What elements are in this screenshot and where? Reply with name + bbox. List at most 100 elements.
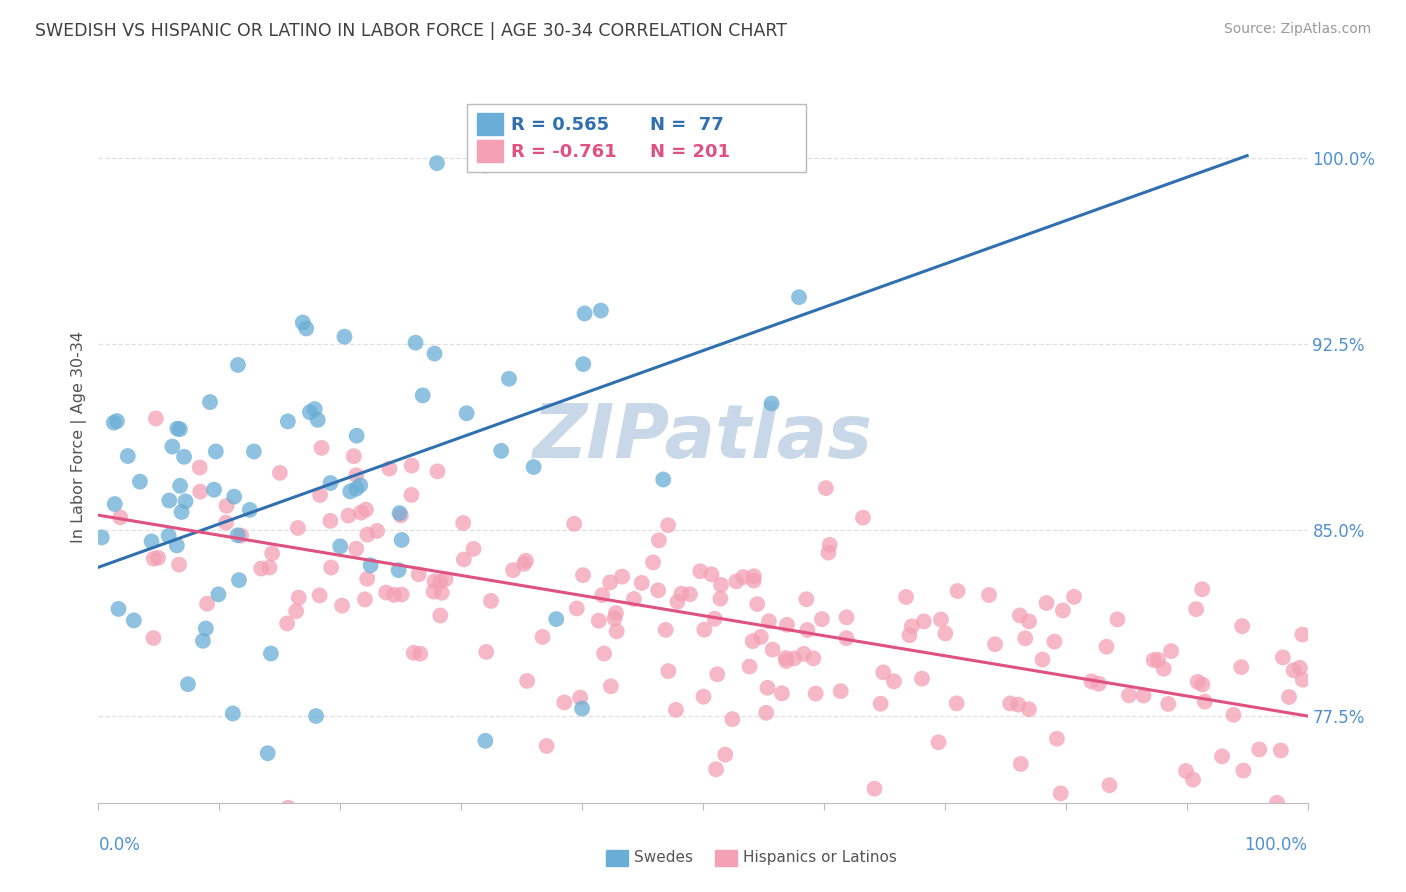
Point (835, 610, 858, 624)
Point (998, 697, 1021, 711)
Point (285, 604, 308, 618)
Point (104, 497, 127, 511)
Point (291, 316, 314, 330)
Point (852, 510, 875, 524)
Point (337, 508, 360, 523)
Point (761, 396, 783, 410)
Point (804, 687, 827, 701)
Point (191, 633, 214, 648)
Point (498, 372, 520, 386)
Point (741, 634, 763, 648)
Point (305, 709, 328, 723)
Point (401, 488, 423, 502)
Point (1049, 786, 1071, 800)
Point (1080, 674, 1102, 689)
Point (344, 541, 367, 556)
Point (742, 574, 765, 588)
Point (451, 516, 474, 530)
Point (565, 601, 588, 615)
Point (343, 449, 366, 463)
Point (142, 631, 165, 645)
Point (356, 572, 378, 586)
Point (1289, 661, 1312, 675)
Text: ZIPatlas: ZIPatlas (533, 401, 873, 474)
Text: N = 201: N = 201 (650, 143, 730, 161)
Point (1222, 707, 1244, 722)
Point (1010, 756, 1032, 771)
Point (749, 630, 772, 644)
Point (166, 539, 188, 553)
Point (546, 612, 568, 626)
Point (571, 701, 593, 715)
Point (174, 494, 197, 508)
Point (207, 587, 229, 601)
Text: Hispanics or Latinos: Hispanics or Latinos (742, 850, 897, 865)
Point (700, 567, 723, 582)
Point (1230, 619, 1253, 633)
Point (1292, 673, 1315, 687)
Point (256, 746, 278, 760)
Point (250, 561, 273, 575)
Point (710, 578, 733, 592)
Point (572, 357, 595, 371)
Point (733, 570, 755, 584)
Point (262, 546, 284, 560)
Point (761, 642, 783, 657)
Point (1008, 608, 1031, 623)
Point (863, 821, 886, 835)
Point (502, 563, 524, 577)
Point (276, 616, 298, 631)
Point (166, 422, 188, 436)
Point (1043, 634, 1066, 648)
Point (1031, 652, 1053, 666)
Point (226, 358, 249, 372)
Point (307, 413, 329, 427)
Point (311, 441, 333, 455)
Point (1258, 819, 1281, 833)
Text: Source: ZipAtlas.com: Source: ZipAtlas.com (1223, 22, 1371, 37)
Point (259, 560, 281, 574)
Point (319, 476, 342, 491)
Point (721, 712, 744, 726)
Point (1282, 663, 1305, 677)
Point (553, 695, 575, 709)
Point (146, 550, 169, 565)
Text: 0.0%: 0.0% (98, 836, 141, 854)
Point (382, 588, 405, 602)
Point (195, 597, 218, 611)
Point (1265, 796, 1288, 810)
Point (588, 614, 610, 628)
Point (105, 414, 128, 428)
Point (603, 611, 626, 625)
Point (408, 567, 430, 582)
Point (641, 555, 664, 569)
Point (321, 560, 343, 574)
Point (872, 665, 894, 680)
Point (725, 574, 748, 589)
Point (429, 574, 451, 589)
Point (409, 647, 432, 661)
Point (1291, 627, 1313, 641)
Point (623, 592, 645, 607)
Point (770, 686, 793, 700)
Point (817, 545, 839, 559)
Point (709, 591, 731, 606)
Point (599, 575, 621, 590)
Point (479, 594, 502, 608)
Point (388, 506, 411, 520)
Point (423, 346, 446, 360)
Point (1147, 653, 1170, 667)
Point (391, 533, 413, 547)
Point (572, 568, 595, 582)
Point (202, 483, 225, 497)
Point (1007, 698, 1029, 712)
Point (523, 460, 546, 475)
Point (934, 626, 956, 640)
Point (145, 411, 167, 425)
Point (796, 623, 818, 637)
Point (1132, 689, 1154, 703)
Point (287, 591, 309, 605)
Point (204, 444, 226, 458)
Point (103, 416, 125, 430)
Point (366, 524, 388, 538)
